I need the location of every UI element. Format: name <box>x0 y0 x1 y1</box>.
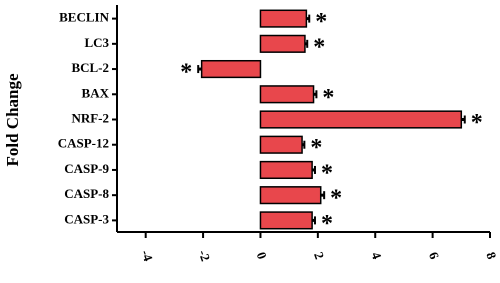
x-tick-label: -4 <box>138 248 156 264</box>
y-tick-label: BCL-2 <box>71 60 109 75</box>
y-tick-label: CASP-12 <box>58 136 109 151</box>
bar <box>259 135 303 154</box>
y-tick-label: BECLIN <box>59 10 109 25</box>
significance-mark: * <box>321 211 333 237</box>
x-tick-label: 0 <box>254 250 270 261</box>
x-tick-label: -2 <box>196 248 214 263</box>
bar <box>259 34 306 53</box>
significance-mark: * <box>180 60 192 86</box>
bar <box>259 110 463 129</box>
bar <box>259 9 308 28</box>
significance-mark: * <box>471 110 483 136</box>
y-axis-title: Fold Change <box>3 73 22 166</box>
significance-mark: * <box>313 34 325 60</box>
x-tick-label: 6 <box>426 250 442 262</box>
y-tick-label: BAX <box>82 85 110 100</box>
bar <box>259 160 313 180</box>
y-tick-label: CASP-8 <box>64 186 109 201</box>
y-tick-label: LC3 <box>84 35 109 50</box>
y-tick-label: CASP-9 <box>64 161 109 176</box>
significance-mark: * <box>315 9 327 35</box>
significance-mark: * <box>310 135 322 161</box>
bar <box>259 85 315 104</box>
x-tick-label: 4 <box>368 250 384 262</box>
bar <box>259 211 313 230</box>
bar <box>200 59 262 79</box>
x-tick-label: 8 <box>483 250 499 262</box>
significance-mark: * <box>330 186 342 212</box>
significance-mark: * <box>321 160 333 186</box>
x-tick-label: 2 <box>311 250 327 261</box>
y-tick-label: NRF-2 <box>71 110 109 125</box>
bar <box>259 186 322 205</box>
y-tick-label: CASP-3 <box>64 211 109 226</box>
significance-mark: * <box>322 85 334 111</box>
